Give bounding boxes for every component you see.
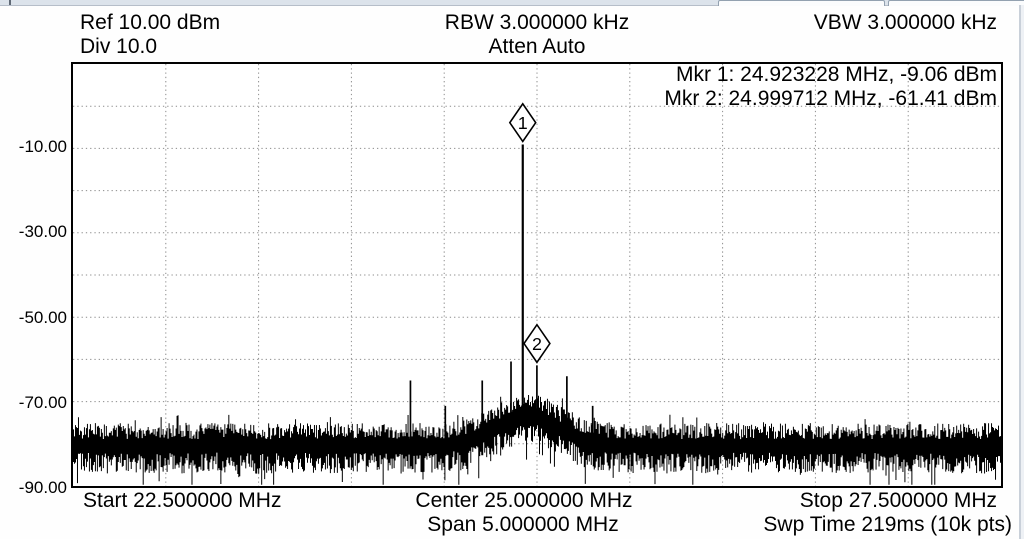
center-freq-label: Center 25.000000 MHz bbox=[415, 489, 633, 512]
sweep-time-label: Swp Time 219ms (10k pts) bbox=[763, 513, 1012, 536]
marker-diamond-2: 2 bbox=[523, 323, 551, 364]
panel-stub-right bbox=[888, 0, 1024, 6]
y-axis-label: -50.00 bbox=[18, 308, 67, 327]
panel-stub-left bbox=[718, 0, 885, 6]
vbw-label: VBW 3.000000 kHz bbox=[813, 11, 997, 34]
ref-level-label: Ref 10.00 dBm bbox=[80, 11, 221, 34]
marker2-readout: Mkr 2: 24.999712 MHz, -61.41 dBm bbox=[664, 87, 997, 110]
marker-number: 1 bbox=[518, 113, 528, 133]
start-freq-label: Start 22.500000 MHz bbox=[83, 489, 282, 512]
marker1-readout: Mkr 1: 24.923228 MHz, -9.06 dBm bbox=[676, 63, 997, 86]
marker-number: 2 bbox=[532, 334, 542, 354]
strip-tick-mark bbox=[9, 0, 11, 5]
marker-diamond-1: 1 bbox=[508, 102, 537, 143]
right-panel-fill bbox=[1021, 5, 1024, 539]
atten-label: Atten Auto bbox=[488, 35, 586, 58]
y-axis-label: -10.00 bbox=[18, 137, 67, 156]
right-panel-edge bbox=[1019, 5, 1021, 539]
stop-freq-label: Stop 27.500000 MHz bbox=[799, 489, 997, 512]
window-top-strip bbox=[0, 0, 1024, 6]
spectrum-plot-svg: 12 bbox=[73, 64, 1001, 486]
y-axis-label: -30.00 bbox=[18, 222, 67, 241]
noise-trace bbox=[73, 395, 1001, 485]
y-axis-label: -90.00 bbox=[18, 478, 67, 497]
marker-readout: Mkr 1: 24.923228 MHz, -9.06 dBm Mkr 2: 2… bbox=[597, 63, 997, 111]
y-axis-label: -70.00 bbox=[18, 393, 67, 412]
rbw-label: RBW 3.000000 kHz bbox=[444, 11, 630, 34]
div-scale-label: Div 10.0 bbox=[80, 35, 158, 58]
span-label: Span 5.000000 MHz bbox=[427, 513, 619, 536]
